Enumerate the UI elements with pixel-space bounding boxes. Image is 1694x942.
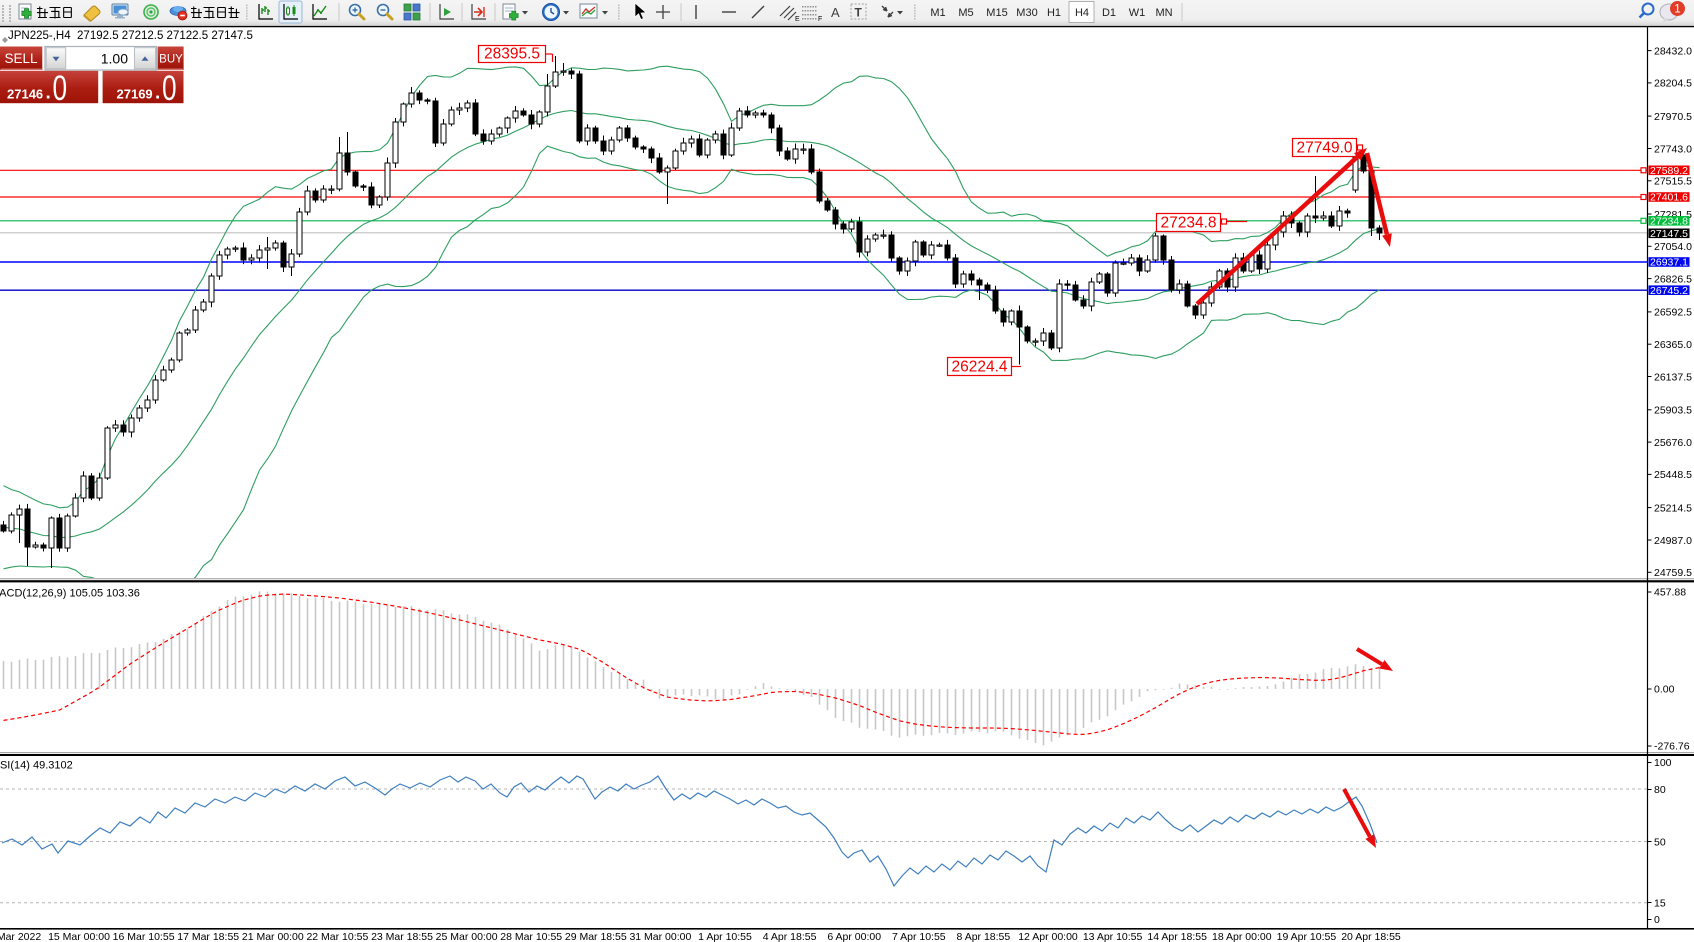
svg-text:H1: H1	[1047, 7, 1061, 19]
svg-text:20 Apr 18:55: 20 Apr 18:55	[1341, 931, 1401, 942]
svg-text:14 Apr 18:55: 14 Apr 18:55	[1147, 931, 1207, 942]
svg-text:22 Mar 10:55: 22 Mar 10:55	[306, 931, 368, 942]
svg-text:28432.0: 28432.0	[1654, 45, 1692, 57]
svg-text:15 Mar 00:00: 15 Mar 00:00	[48, 931, 110, 942]
svg-text:8 Apr 18:55: 8 Apr 18:55	[957, 931, 1011, 942]
svg-text:15: 15	[1654, 898, 1666, 910]
svg-text:23 Mar 18:55: 23 Mar 18:55	[371, 931, 433, 942]
svg-text:W1: W1	[1129, 7, 1146, 19]
svg-text:BUY: BUY	[159, 54, 183, 66]
svg-text:26745.2: 26745.2	[1650, 285, 1688, 297]
svg-text:M30: M30	[1016, 7, 1037, 19]
svg-text:13 Apr 10:55: 13 Apr 10:55	[1083, 931, 1143, 942]
svg-text:28204.5: 28204.5	[1654, 78, 1692, 90]
svg-text:MN: MN	[1155, 7, 1172, 19]
svg-text:26224.4: 26224.4	[951, 359, 1007, 376]
svg-text:27401.6: 27401.6	[1650, 192, 1688, 204]
svg-text:31 Mar 00:00: 31 Mar 00:00	[629, 931, 691, 942]
svg-text:26826.5: 26826.5	[1654, 273, 1692, 285]
svg-text:27146: 27146	[7, 87, 43, 102]
svg-text:JPN225-,H4 27192.5 27212.5 27: JPN225-,H4 27192.5 27212.5 27122.5 27147…	[8, 30, 253, 42]
svg-text:12 Apr 00:00: 12 Apr 00:00	[1018, 931, 1078, 942]
svg-text:27515.5: 27515.5	[1654, 176, 1692, 188]
svg-text:6 Apr 00:00: 6 Apr 00:00	[827, 931, 881, 942]
svg-text:-276.76: -276.76	[1654, 741, 1690, 753]
svg-text:27234.8: 27234.8	[1160, 215, 1216, 232]
svg-text:H4: H4	[1075, 7, 1089, 19]
svg-text:18 Apr 00:00: 18 Apr 00:00	[1212, 931, 1272, 942]
svg-text:MACD(12,26,9) 105.05 103.36: MACD(12,26,9) 105.05 103.36	[0, 588, 140, 600]
svg-text:7 Apr 10:55: 7 Apr 10:55	[892, 931, 946, 942]
svg-text:0: 0	[53, 68, 68, 108]
svg-text:25214.5: 25214.5	[1654, 502, 1692, 514]
svg-text:16 Mar 10:55: 16 Mar 10:55	[113, 931, 175, 942]
svg-text:100: 100	[1654, 757, 1672, 769]
svg-text:.: .	[155, 83, 160, 104]
svg-text:27147.5: 27147.5	[1650, 228, 1688, 240]
svg-text:17 Mar 18:55: 17 Mar 18:55	[177, 931, 239, 942]
svg-text:27234.8: 27234.8	[1650, 215, 1688, 227]
svg-text:D1: D1	[1102, 7, 1116, 19]
svg-text:27743.0: 27743.0	[1654, 143, 1692, 155]
svg-text:SELL: SELL	[5, 51, 39, 66]
svg-text:26365.0: 26365.0	[1654, 339, 1692, 351]
svg-text:Mar 2022: Mar 2022	[0, 931, 41, 942]
svg-text:21 Mar 00:00: 21 Mar 00:00	[242, 931, 304, 942]
svg-text:M15: M15	[986, 7, 1007, 19]
svg-text:M5: M5	[958, 7, 973, 19]
svg-text:1: 1	[1674, 4, 1680, 16]
svg-text:25448.5: 25448.5	[1654, 469, 1692, 481]
svg-text:F: F	[818, 16, 822, 23]
svg-text:28 Mar 10:55: 28 Mar 10:55	[500, 931, 562, 942]
svg-text:80: 80	[1654, 784, 1666, 796]
svg-text:24759.5: 24759.5	[1654, 567, 1692, 579]
svg-text:27749.0: 27749.0	[1296, 140, 1352, 157]
svg-text:E: E	[795, 16, 800, 23]
svg-text:0.00: 0.00	[1654, 684, 1675, 696]
svg-text:4 Apr 18:55: 4 Apr 18:55	[763, 931, 817, 942]
svg-text:25676.0: 25676.0	[1654, 437, 1692, 449]
svg-text:27054.0: 27054.0	[1654, 241, 1692, 253]
svg-text:25903.5: 25903.5	[1654, 405, 1692, 417]
svg-text:26137.5: 26137.5	[1654, 371, 1692, 383]
svg-text:RSI(14) 49.3102: RSI(14) 49.3102	[0, 760, 73, 772]
svg-text:1 Apr 10:55: 1 Apr 10:55	[698, 931, 752, 942]
svg-text:27169: 27169	[117, 87, 153, 102]
svg-text:M1: M1	[930, 7, 945, 19]
svg-text:26592.5: 26592.5	[1654, 307, 1692, 319]
svg-text:24987.0: 24987.0	[1654, 535, 1692, 547]
svg-text:28395.5: 28395.5	[484, 46, 540, 63]
svg-text:.: .	[46, 83, 51, 104]
svg-text:0: 0	[162, 68, 177, 108]
svg-text:27970.5: 27970.5	[1654, 111, 1692, 123]
svg-text:1.00: 1.00	[101, 51, 128, 67]
svg-text:29 Mar 18:55: 29 Mar 18:55	[565, 931, 627, 942]
svg-text:T: T	[855, 6, 863, 20]
svg-text:19 Apr 10:55: 19 Apr 10:55	[1277, 931, 1337, 942]
svg-text:25 Mar 00:00: 25 Mar 00:00	[436, 931, 498, 942]
svg-text:27589.2: 27589.2	[1650, 165, 1688, 177]
svg-text:26937.1: 26937.1	[1650, 257, 1688, 269]
svg-text:50: 50	[1654, 837, 1666, 849]
svg-text:0: 0	[1654, 914, 1660, 926]
svg-text:A: A	[831, 5, 840, 20]
svg-text:457.88: 457.88	[1654, 587, 1686, 599]
